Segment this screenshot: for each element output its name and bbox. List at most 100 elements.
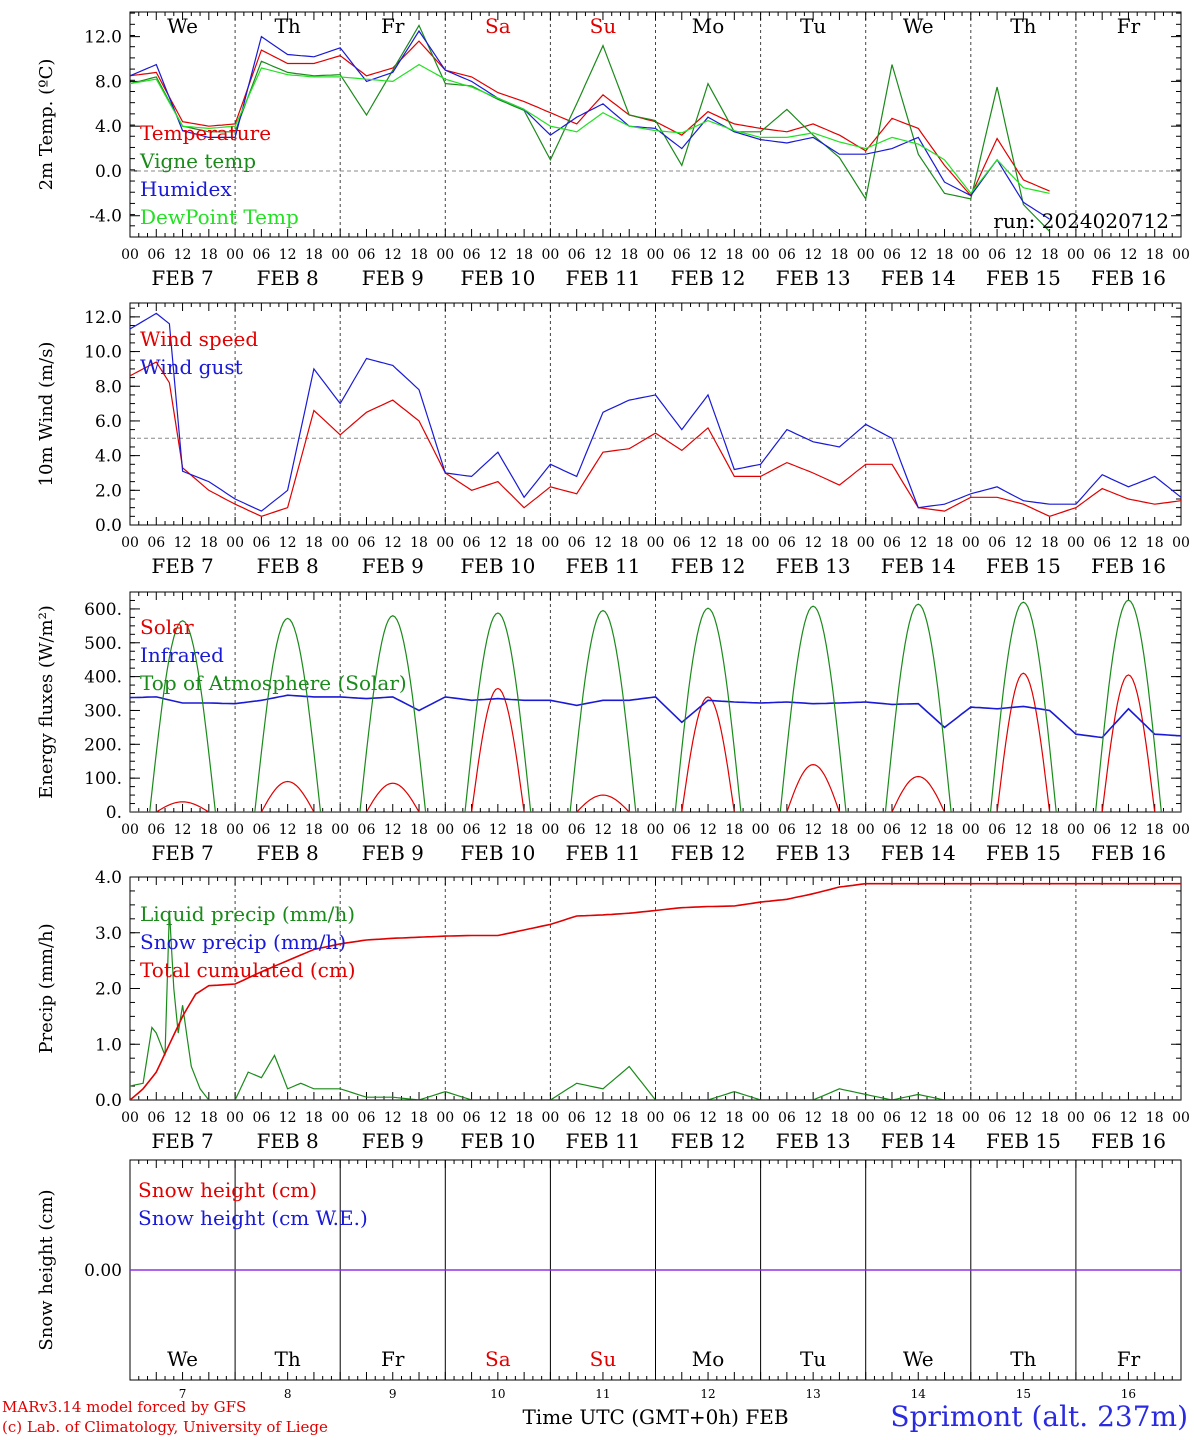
hour-label: 12 — [1014, 822, 1032, 838]
y-tick-label: 4.0 — [95, 868, 122, 888]
hour-label: 06 — [358, 535, 376, 551]
hour-label: 12 — [909, 535, 927, 551]
weekday-label: Mo — [692, 14, 725, 38]
date-label: FEB 16 — [1091, 266, 1166, 290]
hour-label: 06 — [252, 247, 270, 263]
weekday-label: We — [903, 14, 934, 38]
hour-label: 06 — [988, 1110, 1006, 1126]
day-number: 12 — [700, 1387, 715, 1401]
hour-label: 06 — [463, 1110, 481, 1126]
date-label: FEB 16 — [1091, 841, 1166, 865]
hour-label: 18 — [305, 247, 323, 263]
y-tick-label: 1.0 — [95, 1035, 122, 1055]
hour-label: 06 — [883, 247, 901, 263]
date-label: FEB 14 — [881, 554, 956, 578]
weekday-label: Su — [590, 14, 617, 38]
hour-label: 00 — [541, 535, 559, 551]
hour-label: 06 — [1093, 822, 1111, 838]
legend-entry: Vigne temp — [139, 149, 256, 173]
hour-label: 06 — [358, 1110, 376, 1126]
weekday-label: Th — [1010, 14, 1036, 38]
hour-label: 00 — [121, 247, 139, 263]
hour-label: 12 — [699, 247, 717, 263]
date-label: FEB 11 — [565, 266, 640, 290]
hour-label: 18 — [831, 535, 849, 551]
hour-label: 18 — [200, 1110, 218, 1126]
hour-label: 00 — [752, 1110, 770, 1126]
y-axis-label: Energy fluxes (W/m²) — [36, 605, 57, 799]
hour-label: 18 — [410, 822, 428, 838]
legend-entry: Total cumulated (cm) — [140, 958, 356, 982]
date-label: FEB 15 — [986, 554, 1061, 578]
hour-label: 18 — [831, 247, 849, 263]
hour-label: 18 — [620, 822, 638, 838]
hour-label: 06 — [673, 1110, 691, 1126]
date-label: FEB 13 — [776, 266, 851, 290]
day-number: 8 — [284, 1387, 292, 1401]
hour-label: 12 — [909, 247, 927, 263]
hour-label: 12 — [279, 535, 297, 551]
y-tick-label: 0.0 — [95, 516, 122, 536]
date-label: FEB 15 — [986, 1129, 1061, 1153]
hour-label: 06 — [147, 822, 165, 838]
hour-label: 12 — [594, 822, 612, 838]
y-tick-label: 4.0 — [95, 117, 122, 137]
hour-label: 06 — [778, 247, 796, 263]
hour-label: 06 — [568, 535, 586, 551]
hour-label: 12 — [489, 1110, 507, 1126]
legend-entry: Liquid precip (mm/h) — [140, 902, 355, 926]
hour-label: 00 — [647, 1110, 665, 1126]
hour-label: 12 — [594, 247, 612, 263]
hour-label: 00 — [436, 822, 454, 838]
weekday-label: Th — [1010, 1347, 1036, 1371]
hour-label: 00 — [647, 247, 665, 263]
hour-label: 00 — [1172, 1110, 1190, 1126]
date-label: FEB 8 — [257, 1129, 319, 1153]
hour-label: 12 — [279, 1110, 297, 1126]
hour-label: 18 — [1041, 535, 1059, 551]
y-tick-label: 0. — [106, 803, 122, 823]
time-axis-label: Time UTC (GMT+0h) FEB — [522, 1405, 788, 1429]
hour-label: 00 — [962, 1110, 980, 1126]
legend-entry: Humidex — [140, 177, 232, 201]
hour-label: 12 — [699, 822, 717, 838]
run-label: run: 2024020712 — [993, 209, 1169, 233]
hour-label: 12 — [489, 535, 507, 551]
credit-model: MARv3.14 model forced by GFS — [2, 1398, 247, 1416]
day-number: 10 — [490, 1387, 505, 1401]
series-line-2 — [130, 599, 1181, 812]
hour-label: 00 — [121, 535, 139, 551]
date-label: FEB 7 — [151, 554, 213, 578]
hour-label: 06 — [463, 247, 481, 263]
hour-label: 12 — [174, 247, 192, 263]
hour-label: 18 — [1146, 822, 1164, 838]
legend-entry: Snow precip (mm/h) — [140, 930, 346, 954]
hour-label: 06 — [568, 822, 586, 838]
series-line-1 — [130, 694, 1181, 739]
hour-label: 00 — [541, 822, 559, 838]
hour-label: 12 — [699, 1110, 717, 1126]
y-tick-label: 2.0 — [95, 980, 122, 1000]
hour-label: 12 — [804, 1110, 822, 1126]
hour-label: 00 — [857, 535, 875, 551]
hour-label: 06 — [673, 822, 691, 838]
weekday-label: Su — [590, 1347, 617, 1371]
hour-label: 18 — [936, 822, 954, 838]
hour-label: 06 — [883, 1110, 901, 1126]
hour-label: 06 — [568, 1110, 586, 1126]
hour-label: 18 — [200, 535, 218, 551]
panel-precip: 0.0 1.0 2.0 3.0 4.0 Precip (mm/h) Liquid preci… — [36, 868, 1190, 1153]
series-line-2 — [130, 882, 1181, 1100]
date-label: FEB 8 — [257, 841, 319, 865]
hour-label: 06 — [778, 1110, 796, 1126]
hour-label: 00 — [1172, 822, 1190, 838]
weekday-label: Th — [275, 1347, 301, 1371]
hour-label: 06 — [252, 535, 270, 551]
date-label: FEB 9 — [362, 554, 424, 578]
y-axis-label: Precip (mm/h) — [36, 923, 57, 1053]
legend-entry: Top of Atmosphere (Solar) — [140, 671, 407, 695]
hour-label: 18 — [620, 1110, 638, 1126]
hour-label: 00 — [331, 822, 349, 838]
hour-label: 00 — [647, 535, 665, 551]
weekday-label: Sa — [485, 14, 511, 38]
